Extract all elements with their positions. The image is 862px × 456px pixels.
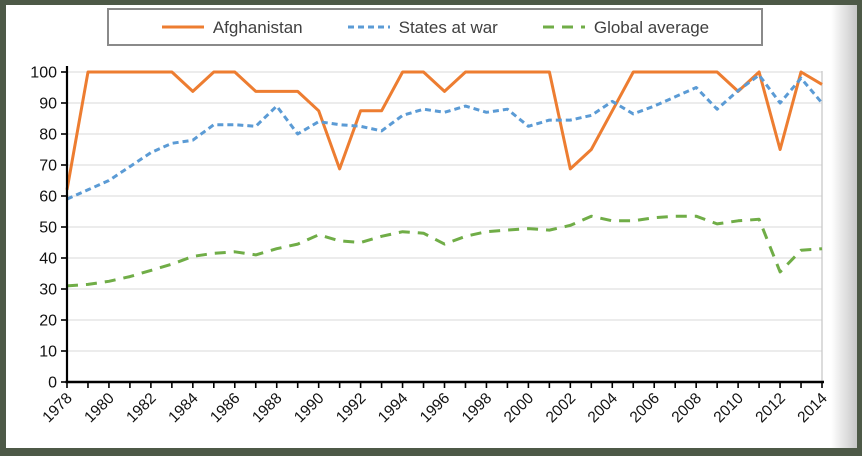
x-tick-label: 1994 bbox=[375, 390, 412, 427]
legend-label-afghanistan: Afghanistan bbox=[212, 17, 303, 37]
x-tick-label: 2010 bbox=[711, 390, 748, 427]
y-tick-label: 90 bbox=[39, 96, 57, 113]
x-tick-label: 1986 bbox=[207, 390, 243, 426]
y-tick-label: 100 bbox=[30, 65, 57, 82]
x-tick-label: 1978 bbox=[39, 390, 75, 426]
legend-item-global-average: Global average bbox=[542, 19, 709, 36]
x-tick-label: 1988 bbox=[249, 390, 285, 426]
legend-label-global-average: Global average bbox=[593, 17, 710, 37]
legend-item-afghanistan: Afghanistan bbox=[161, 19, 303, 36]
y-tick-label: 50 bbox=[39, 220, 57, 237]
global-average-line-sample-icon bbox=[542, 25, 585, 29]
x-tick-label: 1980 bbox=[81, 390, 118, 427]
y-tick-label: 70 bbox=[39, 158, 57, 175]
y-tick-label: 20 bbox=[39, 313, 57, 330]
x-tick-label: 2012 bbox=[752, 390, 788, 426]
y-tick-label: 0 bbox=[48, 375, 57, 392]
x-tick-label: 1998 bbox=[459, 390, 495, 426]
series-line-afghanistan bbox=[65, 70, 823, 191]
legend-item-states-at-war: States at war bbox=[347, 19, 498, 36]
y-tick-label: 10 bbox=[39, 344, 57, 361]
legend-label-states-at-war: States at war bbox=[398, 17, 498, 37]
x-tick-label: 2000 bbox=[501, 390, 538, 427]
x-tick-label: 2004 bbox=[585, 390, 622, 427]
states-at-war-line-sample-icon bbox=[347, 25, 390, 29]
afghanistan-line-sample-icon bbox=[161, 25, 204, 29]
x-tick-label: 1982 bbox=[123, 390, 159, 426]
x-tick-label: 2006 bbox=[627, 390, 663, 426]
series-line-global-average bbox=[66, 214, 823, 288]
x-tick-label: 1992 bbox=[333, 390, 369, 426]
x-tick-label: 1996 bbox=[417, 390, 453, 426]
x-tick-label: 2014 bbox=[794, 390, 831, 427]
legend: Afghanistan States at war Global average bbox=[107, 8, 763, 46]
x-tick-label: 2008 bbox=[669, 390, 705, 426]
chart-panel: 0 10 20 30 40 50 60 70 80 90 100 1978 1980 1982 1984 19… bbox=[6, 5, 857, 448]
y-tick-label: 80 bbox=[39, 127, 57, 144]
series-line-states-at-war bbox=[66, 73, 824, 201]
x-tick-label: 1984 bbox=[165, 390, 202, 427]
y-tick-label: 40 bbox=[39, 251, 57, 268]
y-tick-label: 30 bbox=[39, 282, 57, 299]
y-tick-label: 60 bbox=[39, 189, 57, 206]
x-tick-label: 1990 bbox=[291, 390, 328, 427]
x-tick-label: 2002 bbox=[543, 390, 579, 426]
